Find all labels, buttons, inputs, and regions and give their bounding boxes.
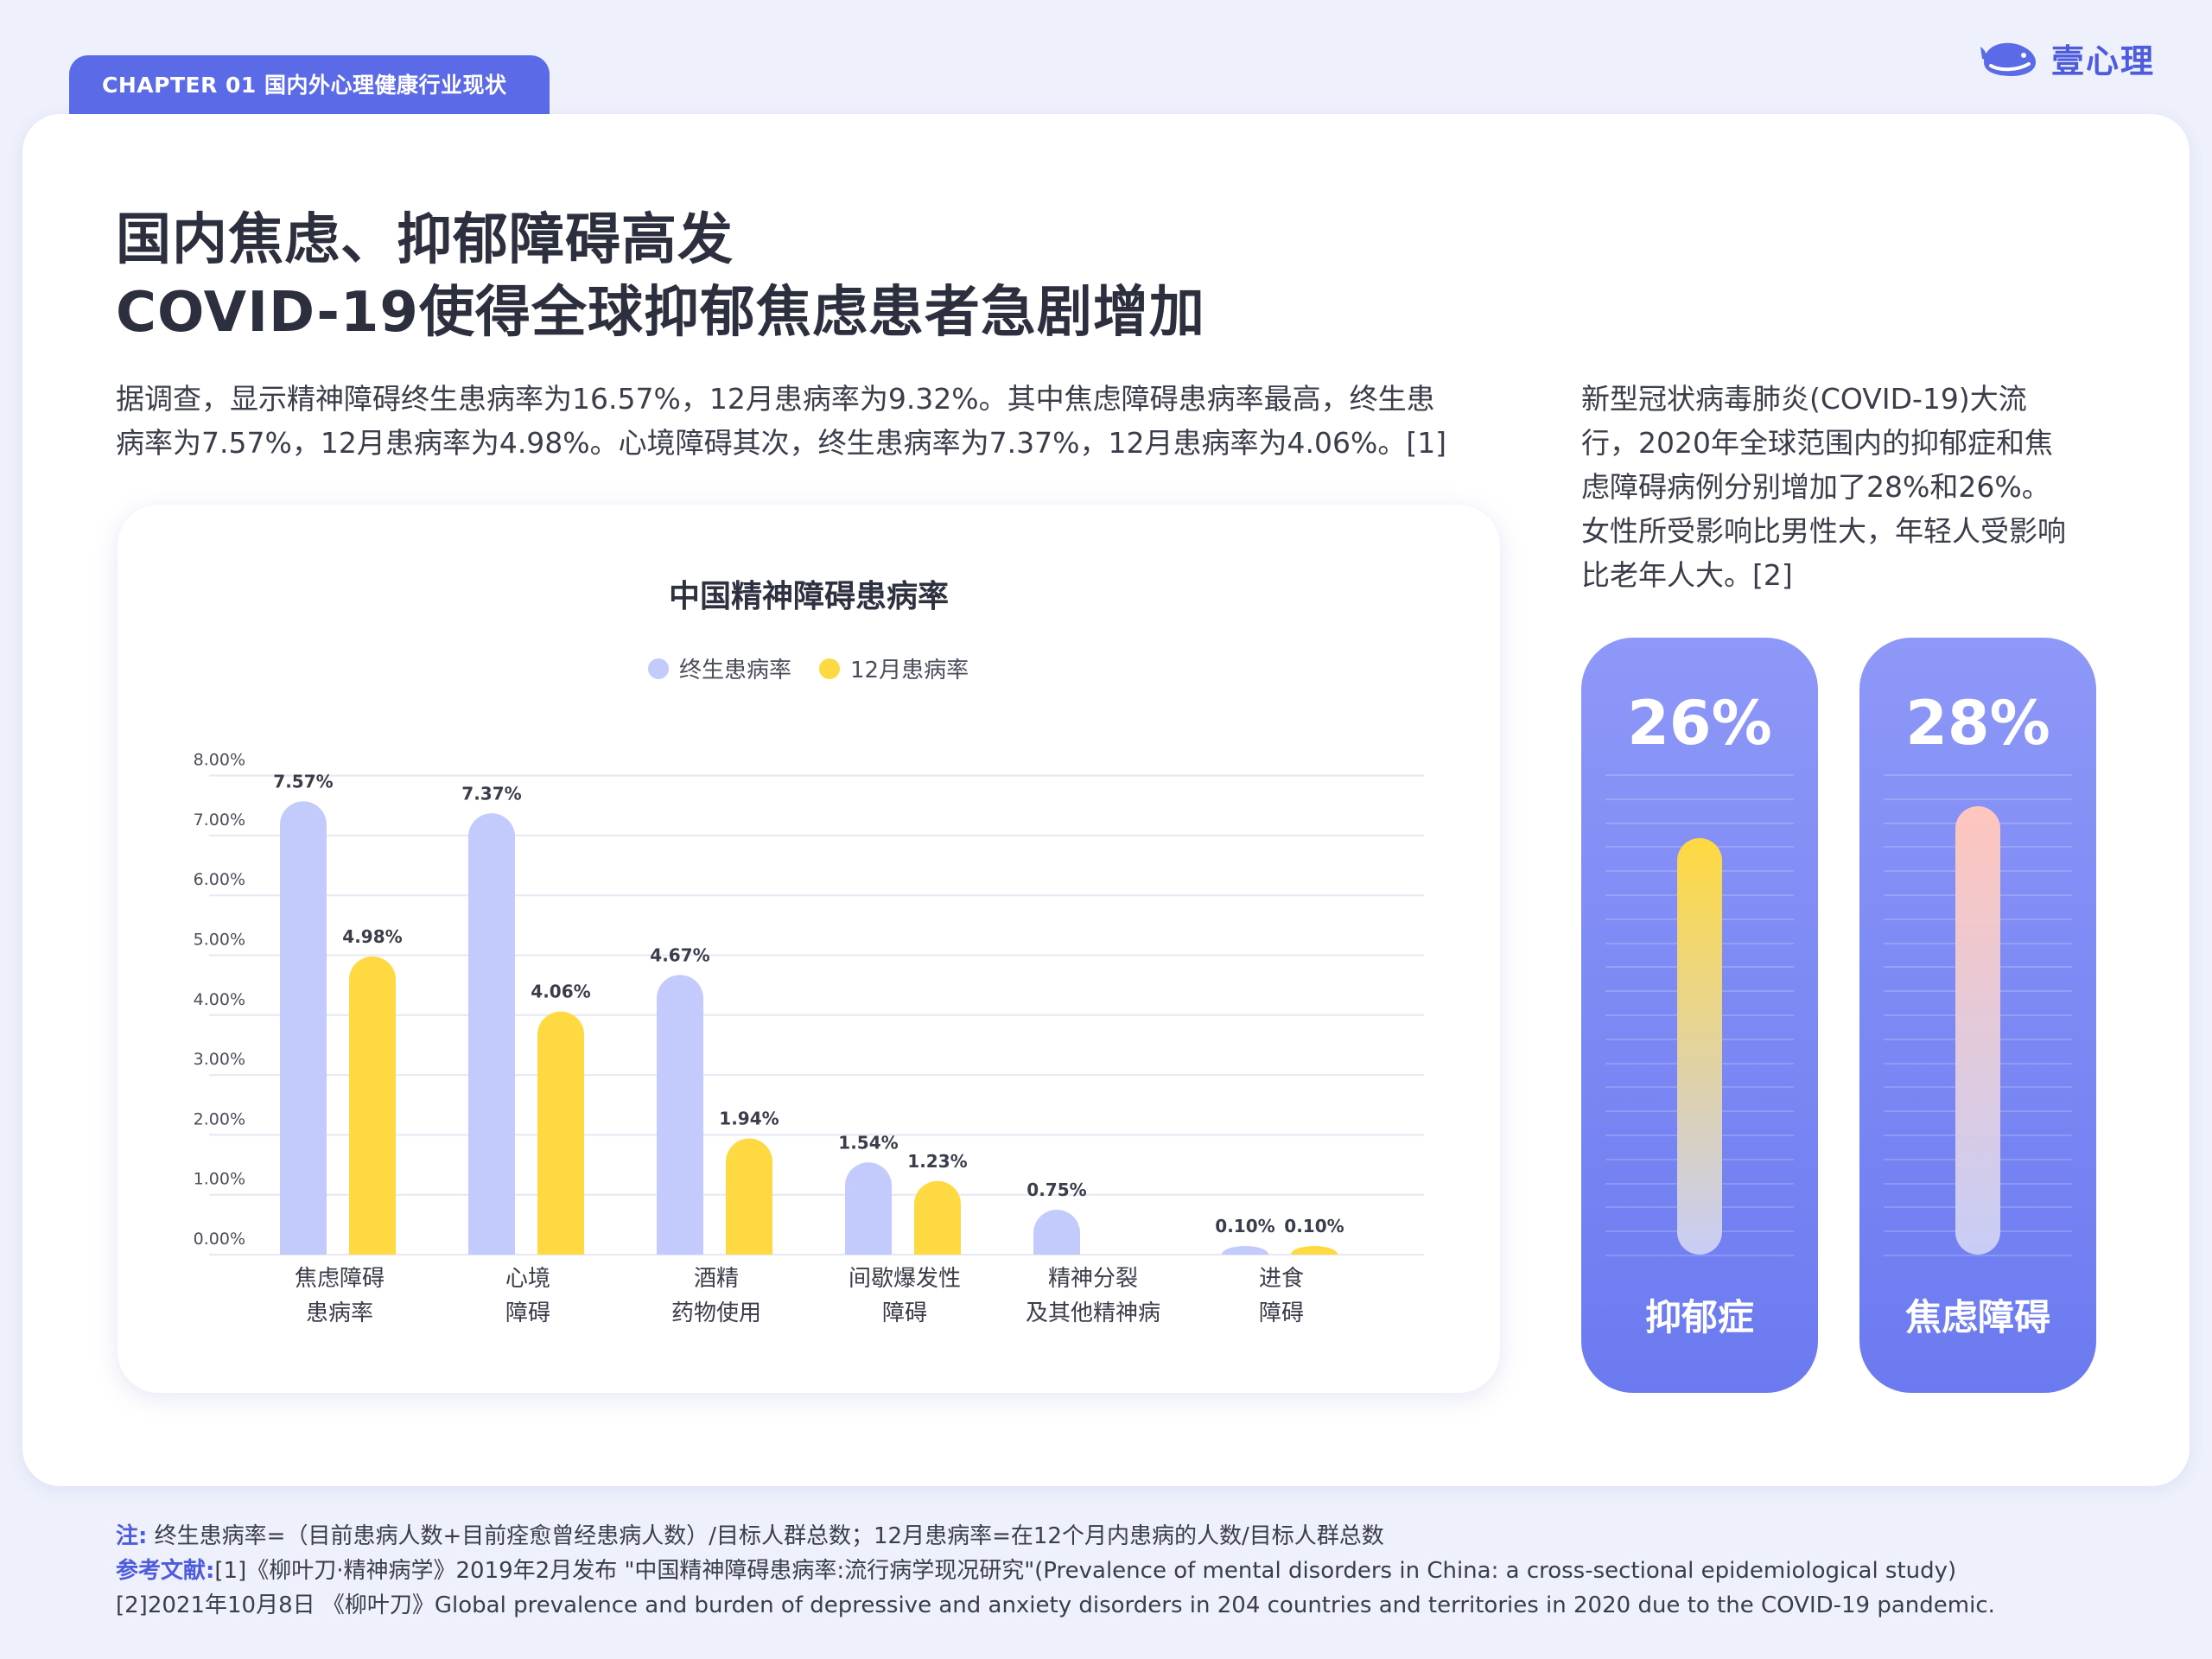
data-label: 4.06% bbox=[531, 982, 590, 1002]
y-tick-label: 1.00% bbox=[194, 1170, 245, 1189]
data-label: 7.37% bbox=[461, 783, 521, 804]
title-line-1: 国内焦虑、抑郁障碍高发 bbox=[116, 208, 734, 272]
data-label: 1.23% bbox=[907, 1151, 967, 1172]
y-tick-label: 2.00% bbox=[194, 1109, 245, 1128]
covid-line: 女性所受影响比男性大，年轻人受影响 bbox=[1581, 514, 2066, 548]
x-tick-label: 障碍 bbox=[1259, 1300, 1304, 1326]
data-label: 0.10% bbox=[1284, 1216, 1344, 1236]
intro-line-1: 据调查，显示精神障碍终生患病率为16.57%，12月患病率为9.32%。其中焦虑… bbox=[116, 382, 1435, 416]
scale-line bbox=[1884, 1255, 2072, 1256]
legend-label: 终生患病率 bbox=[679, 658, 791, 683]
data-label: 7.57% bbox=[273, 771, 333, 791]
y-tick-label: 8.00% bbox=[194, 751, 245, 770]
y-tick-label: 4.00% bbox=[194, 990, 245, 1009]
intro-paragraph: 据调查，显示精神障碍终生患病率为16.57%，12月患病率为9.32%。其中焦虑… bbox=[116, 377, 1498, 465]
bar bbox=[726, 1138, 772, 1255]
x-tick-label: 酒精 bbox=[694, 1266, 739, 1292]
y-tick-label: 5.00% bbox=[194, 931, 245, 950]
thermometer-label: 焦虑障碍 bbox=[1904, 1296, 2050, 1338]
covid-line: 新型冠状病毒肺炎(COVID-19)大流 bbox=[1581, 382, 2027, 416]
legend-swatch bbox=[819, 658, 840, 679]
data-label: 1.54% bbox=[838, 1132, 898, 1153]
thermometer-depression: 26% 抑郁症 bbox=[1581, 638, 1818, 1393]
brand-logo: 壹心理 bbox=[1979, 33, 2155, 83]
data-label: 1.94% bbox=[719, 1109, 779, 1129]
x-tick-label: 及其他精神病 bbox=[1026, 1300, 1160, 1326]
chapter-tab: CHAPTER 01 国内外心理健康行业现状 bbox=[69, 55, 550, 116]
bar bbox=[349, 956, 396, 1255]
reference-label: 参考文献: bbox=[116, 1558, 215, 1584]
covid-paragraph: 新型冠状病毒肺炎(COVID-19)大流 行，2020年全球范围内的抑郁症和焦 … bbox=[1581, 377, 2100, 597]
legend-label: 12月患病率 bbox=[850, 658, 969, 683]
bar bbox=[537, 1011, 584, 1255]
reference-line: 参考文献:[1]《柳叶刀·精神病学》2019年2月发布 "中国精神障碍患病率:流… bbox=[116, 1554, 1995, 1588]
bar bbox=[280, 801, 327, 1255]
scale-line bbox=[1605, 822, 1794, 824]
reference-2: [2]2021年10月8日 《柳叶刀》Global prevalence and… bbox=[116, 1592, 1995, 1618]
y-tick-label: 6.00% bbox=[194, 870, 245, 889]
note-text: 终生患病率=（目前患病人数+目前痊愈曾经患病人数）/目标人群总数；12月患病率=… bbox=[154, 1523, 1384, 1549]
intro-line-2: 病率为7.57%，12月患病率为4.98%。心境障碍其次，终生患病率为7.37%… bbox=[116, 426, 1447, 460]
bar bbox=[1222, 1246, 1268, 1255]
note-line: 注: 终生患病率=（目前患病人数+目前痊愈曾经患病人数）/目标人群总数；12月患… bbox=[116, 1519, 1995, 1554]
title-line-2: COVID-19使得全球抑郁焦虑患者急剧增加 bbox=[116, 281, 1205, 345]
x-tick-label: 障碍 bbox=[505, 1300, 550, 1326]
scale-line bbox=[1605, 1255, 1794, 1256]
brand-name: 壹心理 bbox=[2051, 41, 2156, 80]
thermometer-label: 抑郁症 bbox=[1644, 1296, 1754, 1338]
thermometer-fill bbox=[1677, 838, 1722, 1255]
x-tick-label: 精神分裂 bbox=[1048, 1266, 1138, 1292]
x-tick-label: 患病率 bbox=[306, 1300, 373, 1326]
scale-line bbox=[1884, 798, 2072, 800]
y-tick-label: 3.00% bbox=[194, 1050, 245, 1069]
thermometer-percent: 26% bbox=[1627, 688, 1772, 759]
covid-line: 比老年人大。[2] bbox=[1581, 558, 1793, 592]
bar bbox=[914, 1180, 961, 1255]
y-tick-label: 7.00% bbox=[194, 810, 245, 830]
y-tick-label: 0.00% bbox=[194, 1230, 245, 1249]
bar bbox=[1033, 1210, 1080, 1255]
bar bbox=[1291, 1246, 1338, 1255]
covid-line: 行，2020年全球范围内的抑郁症和焦 bbox=[1581, 426, 2053, 460]
x-tick-label: 心境 bbox=[505, 1266, 550, 1292]
x-tick-label: 障碍 bbox=[882, 1300, 927, 1326]
scale-line bbox=[1605, 798, 1794, 800]
data-label: 4.67% bbox=[650, 944, 709, 965]
data-label: 0.10% bbox=[1215, 1216, 1274, 1236]
legend-swatch bbox=[648, 658, 669, 679]
reference-1: [1]《柳叶刀·精神病学》2019年2月发布 "中国精神障碍患病率:流行病学现况… bbox=[214, 1558, 1957, 1584]
bar bbox=[468, 813, 515, 1255]
x-tick-label: 进食 bbox=[1259, 1266, 1304, 1292]
data-label: 0.75% bbox=[1027, 1179, 1086, 1200]
bar bbox=[657, 975, 703, 1255]
covid-line: 虑障碍病例分别增加了28%和26%。 bbox=[1581, 470, 2050, 504]
chart-panel: 中国精神障碍患病率终生患病率 12月患病率 8.00% 7.00% 6.00% 5.00%… bbox=[118, 505, 1500, 1393]
chart-title: 中国精神障碍患病率 bbox=[669, 579, 949, 614]
page-title: 国内焦虑、抑郁障碍高发 COVID-19使得全球抑郁焦虑患者急剧增加 bbox=[116, 204, 1205, 349]
thermometer-fill bbox=[1955, 806, 2000, 1255]
scale-line bbox=[1605, 774, 1794, 776]
footnotes: 注: 终生患病率=（目前患病人数+目前痊愈曾经患病人数）/目标人群总数；12月患… bbox=[116, 1519, 1995, 1623]
x-tick-label: 间歇爆发性 bbox=[849, 1266, 961, 1292]
bar bbox=[845, 1162, 892, 1255]
whale-icon bbox=[1980, 42, 2036, 76]
scale-line bbox=[1884, 774, 2072, 776]
x-tick-label: 焦虑障碍 bbox=[295, 1266, 385, 1292]
thermometer-anxiety: 28% 焦虑障碍 bbox=[1859, 638, 2096, 1393]
data-label: 4.98% bbox=[342, 926, 402, 947]
x-tick-label: 药物使用 bbox=[671, 1300, 761, 1326]
note-label: 注: bbox=[116, 1523, 148, 1549]
thermometer-percent: 28% bbox=[1905, 688, 2050, 759]
